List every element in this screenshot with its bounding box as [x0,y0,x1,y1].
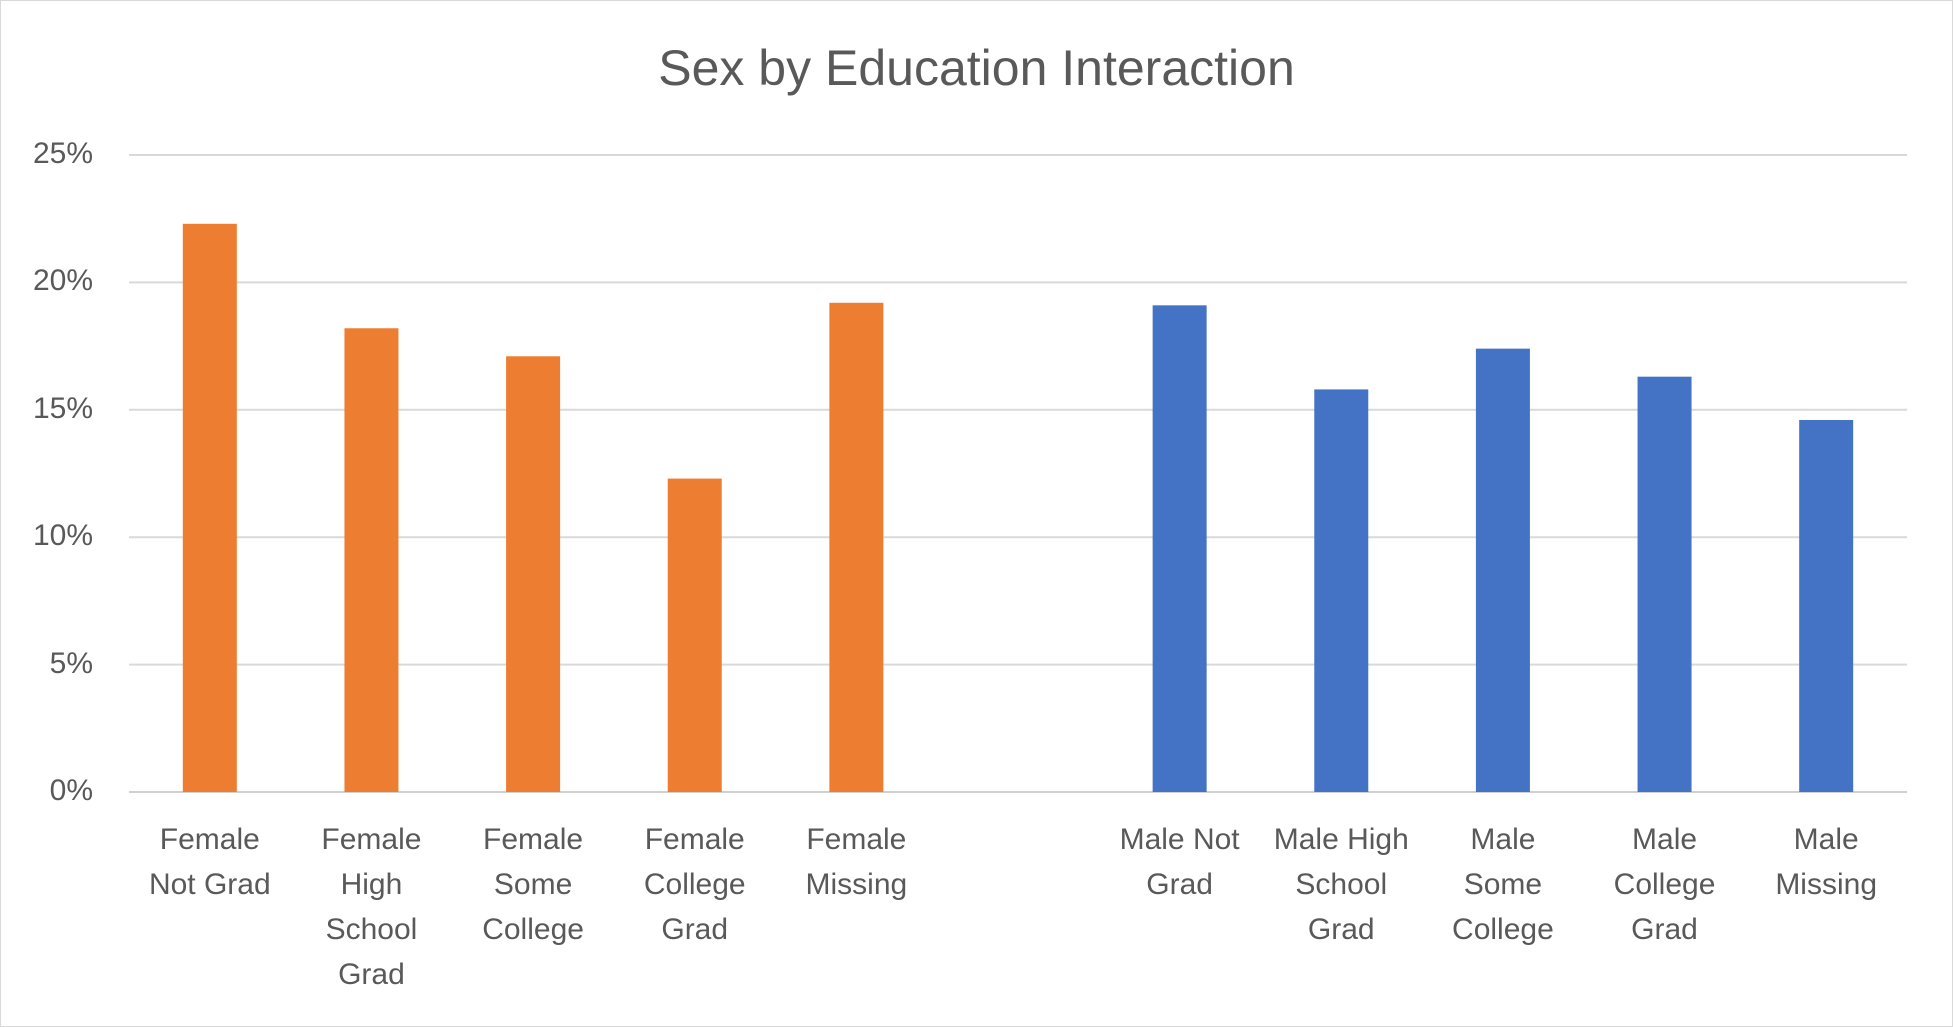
x-category-label: Male High School Grad [1273,823,1409,946]
bar [1152,305,1207,792]
bar [182,223,237,792]
bar [344,328,399,792]
y-tick-label: 15% [32,391,93,425]
x-category-label: Female College Grad [643,823,746,946]
y-tick-label: 20% [32,264,93,298]
x-category-label: Male College Grad [1613,823,1716,946]
bar [1475,348,1530,792]
chart-title: Sex by Education Interaction [658,40,1295,96]
x-category-label: Female Not Grad [148,823,271,901]
y-tick-label: 5% [49,646,93,680]
bar [506,356,561,792]
bar [1314,389,1369,792]
y-tick-label: 25% [32,137,93,170]
bar [1799,419,1854,792]
x-category-label: Male Missing [1775,823,1878,901]
x-category-label: Male Not Grad [1119,823,1240,901]
y-tick-label: 0% [49,774,93,807]
x-category-label: Female High School Grad [321,823,422,991]
x-category-label: Female Missing [805,823,908,901]
bar [667,478,722,792]
bar [829,302,884,792]
bar [1637,376,1692,792]
x-category-label: Male Some College [1452,823,1554,946]
y-tick-label: 10% [32,519,93,553]
x-category-label: Female Some College [482,823,584,946]
